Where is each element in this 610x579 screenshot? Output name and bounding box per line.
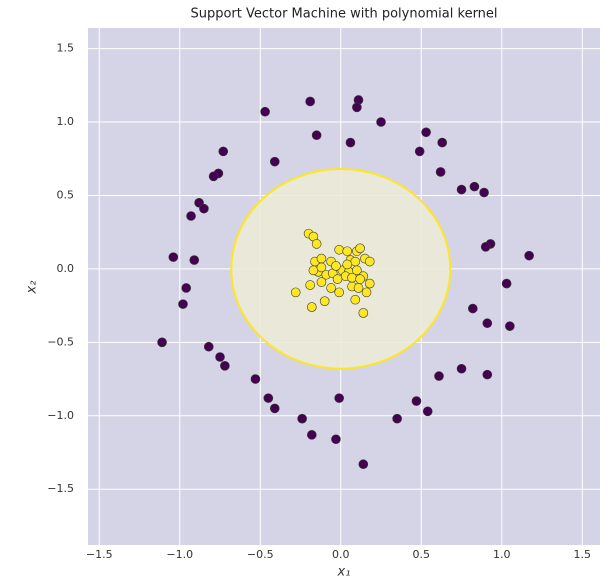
data-point (331, 261, 341, 271)
y-tick-label: −1.5 (47, 482, 74, 495)
data-point (421, 127, 431, 138)
data-point (305, 96, 315, 107)
x-tick-label: 0.0 (332, 548, 350, 561)
data-point (358, 308, 369, 318)
y-tick-label: 1.0 (57, 115, 75, 128)
data-point (203, 341, 214, 352)
data-point (350, 256, 361, 267)
data-point (352, 265, 362, 276)
data-point (352, 102, 362, 113)
data-point (186, 211, 196, 221)
data-point (181, 283, 192, 293)
data-point (326, 283, 336, 293)
data-point (342, 259, 353, 270)
data-point (456, 184, 467, 195)
y-axis-label: x₂ (25, 281, 40, 295)
data-point (269, 156, 280, 167)
data-point (437, 137, 448, 148)
data-point (376, 117, 386, 127)
data-point (316, 277, 327, 287)
data-point (250, 374, 261, 384)
data-point (456, 363, 467, 374)
data-point (347, 272, 357, 283)
y-tick-label: 1.5 (57, 42, 75, 55)
x-tick-label: 0.5 (413, 548, 431, 561)
data-point (306, 430, 317, 440)
data-point (306, 302, 317, 312)
chart-title: Support Vector Machine with polynomial k… (190, 7, 497, 22)
y-tick-label: −0.5 (47, 335, 74, 348)
x-tick-label: 1.5 (574, 548, 592, 561)
data-point (334, 287, 344, 298)
data-point (311, 130, 322, 141)
x-axis-label: x₁ (337, 565, 351, 579)
data-point (269, 403, 280, 414)
data-point (220, 361, 230, 371)
data-point (157, 337, 167, 348)
data-point (469, 181, 480, 192)
x-tick-label: 1.0 (493, 548, 511, 561)
data-point (358, 459, 369, 470)
data-point (480, 242, 491, 252)
y-tick-label: 0.0 (57, 262, 75, 275)
data-point (501, 278, 512, 289)
data-point (411, 396, 422, 406)
data-point (332, 274, 343, 284)
data-point (355, 274, 365, 284)
data-point (215, 352, 225, 362)
data-point (422, 406, 433, 417)
data-point (178, 299, 188, 309)
data-point (316, 262, 327, 273)
x-tick-label: −0.5 (247, 548, 274, 561)
data-point (218, 146, 229, 157)
data-point (505, 321, 515, 331)
data-point (311, 239, 322, 249)
data-point (482, 369, 493, 380)
data-point (305, 280, 315, 290)
x-tick-label: −1.0 (166, 548, 193, 561)
x-tick-label: −1.5 (86, 548, 113, 561)
data-point (334, 393, 344, 403)
data-point (392, 413, 402, 424)
data-point (468, 303, 478, 314)
data-point (189, 255, 200, 265)
y-tick-label: −1.0 (47, 409, 74, 422)
data-point (260, 106, 270, 117)
data-point (482, 318, 493, 329)
data-point (353, 283, 364, 293)
data-point (350, 294, 361, 305)
data-point (342, 246, 353, 257)
data-point (361, 287, 372, 298)
data-point (334, 244, 344, 255)
data-point (434, 371, 444, 381)
data-point (168, 252, 179, 262)
data-point (364, 278, 375, 289)
data-point (316, 253, 327, 264)
data-point (319, 296, 330, 306)
data-point (435, 167, 446, 177)
data-point (364, 256, 375, 267)
data-point (297, 413, 307, 424)
data-point (208, 171, 219, 182)
data-point (414, 146, 425, 157)
data-point (345, 137, 356, 148)
data-point (290, 287, 301, 298)
data-point (263, 393, 274, 403)
data-point (524, 250, 534, 261)
data-point (331, 434, 341, 445)
data-point (308, 265, 319, 276)
y-tick-label: 0.5 (57, 188, 75, 201)
data-point (355, 243, 365, 254)
data-point (479, 187, 489, 198)
data-point (199, 203, 209, 214)
